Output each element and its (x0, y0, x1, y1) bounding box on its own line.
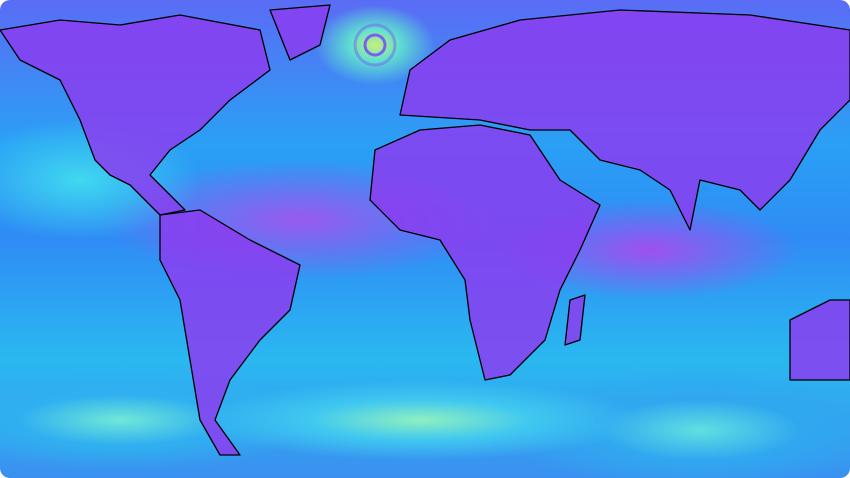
north-america (0, 14, 271, 216)
cyclone-north-atlantic (353, 23, 397, 67)
madagascar (564, 294, 586, 346)
greenland (269, 4, 331, 61)
eurasia (399, 9, 850, 231)
south-america (159, 209, 301, 456)
australia (789, 299, 850, 381)
africa (369, 124, 601, 381)
